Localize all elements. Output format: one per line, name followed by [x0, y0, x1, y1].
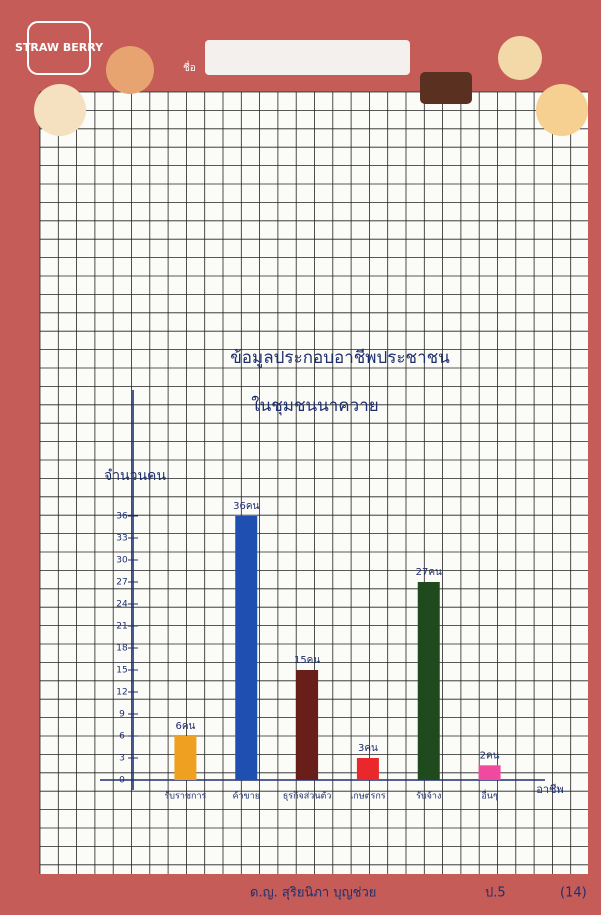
y-tick-label: 36 — [116, 512, 128, 522]
footer-name: ด.ญ. สุริยนิภา บุญช่วย — [250, 886, 376, 901]
y-tick-label: 21 — [116, 622, 127, 632]
y-tick-label: 6 — [119, 732, 125, 742]
x-tick-label: รับจ้าง — [416, 791, 441, 802]
cake-sticker — [106, 46, 154, 94]
sticker-box — [27, 21, 91, 75]
bar — [478, 765, 501, 780]
y-tick-label: 3 — [119, 754, 125, 764]
bar — [174, 736, 197, 780]
cake-sticker — [498, 36, 542, 80]
value-label: 6คน — [175, 721, 195, 732]
cake-sticker — [34, 84, 86, 136]
x-tick-label: อื่นๆ — [481, 789, 498, 802]
y-tick-label: 18 — [116, 644, 128, 654]
footer-class: ป.5 — [485, 886, 506, 901]
y-tick-label: 33 — [116, 534, 127, 544]
x-tick-label: เกษตรกร — [350, 792, 386, 802]
y-tick-label: 0 — [119, 776, 125, 786]
footer-number: (14) — [560, 886, 587, 901]
value-label: 3คน — [358, 743, 378, 754]
x-tick-label: ธุรกิจส่วนตัว — [283, 791, 332, 802]
value-label: 2คน — [480, 750, 500, 761]
y-tick-label: 24 — [116, 600, 128, 610]
value-label: 27คน — [416, 567, 442, 578]
name-label: ชื่อ — [183, 60, 196, 74]
y-tick-label: 12 — [116, 688, 127, 698]
y-tick-label: 15 — [116, 666, 127, 676]
value-label: 15คน — [294, 655, 320, 666]
grid — [39, 91, 588, 874]
y-tick-label: 9 — [119, 710, 125, 720]
bar — [417, 582, 440, 780]
y-axis-label: จำนวนคน — [104, 468, 166, 484]
name-field — [205, 40, 410, 75]
value-label: 36คน — [233, 501, 259, 512]
x-tick-label: รับราชการ — [164, 792, 206, 802]
chart-title: ข้อมูลประกอบอาชีพประชาชน — [230, 348, 450, 368]
sticker-text: STRAW BERRY — [15, 41, 104, 54]
y-tick-label: 30 — [116, 556, 128, 566]
x-axis-label: อาชีพ — [536, 783, 564, 796]
x-tick-label: ค้าขาย — [232, 791, 260, 802]
bar — [235, 516, 258, 780]
y-tick-label: 27 — [116, 578, 127, 588]
cake-sticker — [420, 72, 472, 104]
bar — [356, 758, 379, 780]
cake-sticker — [536, 84, 588, 136]
bar — [296, 670, 319, 780]
chart-subtitle: ในชุมชนนาควาย — [251, 395, 378, 416]
